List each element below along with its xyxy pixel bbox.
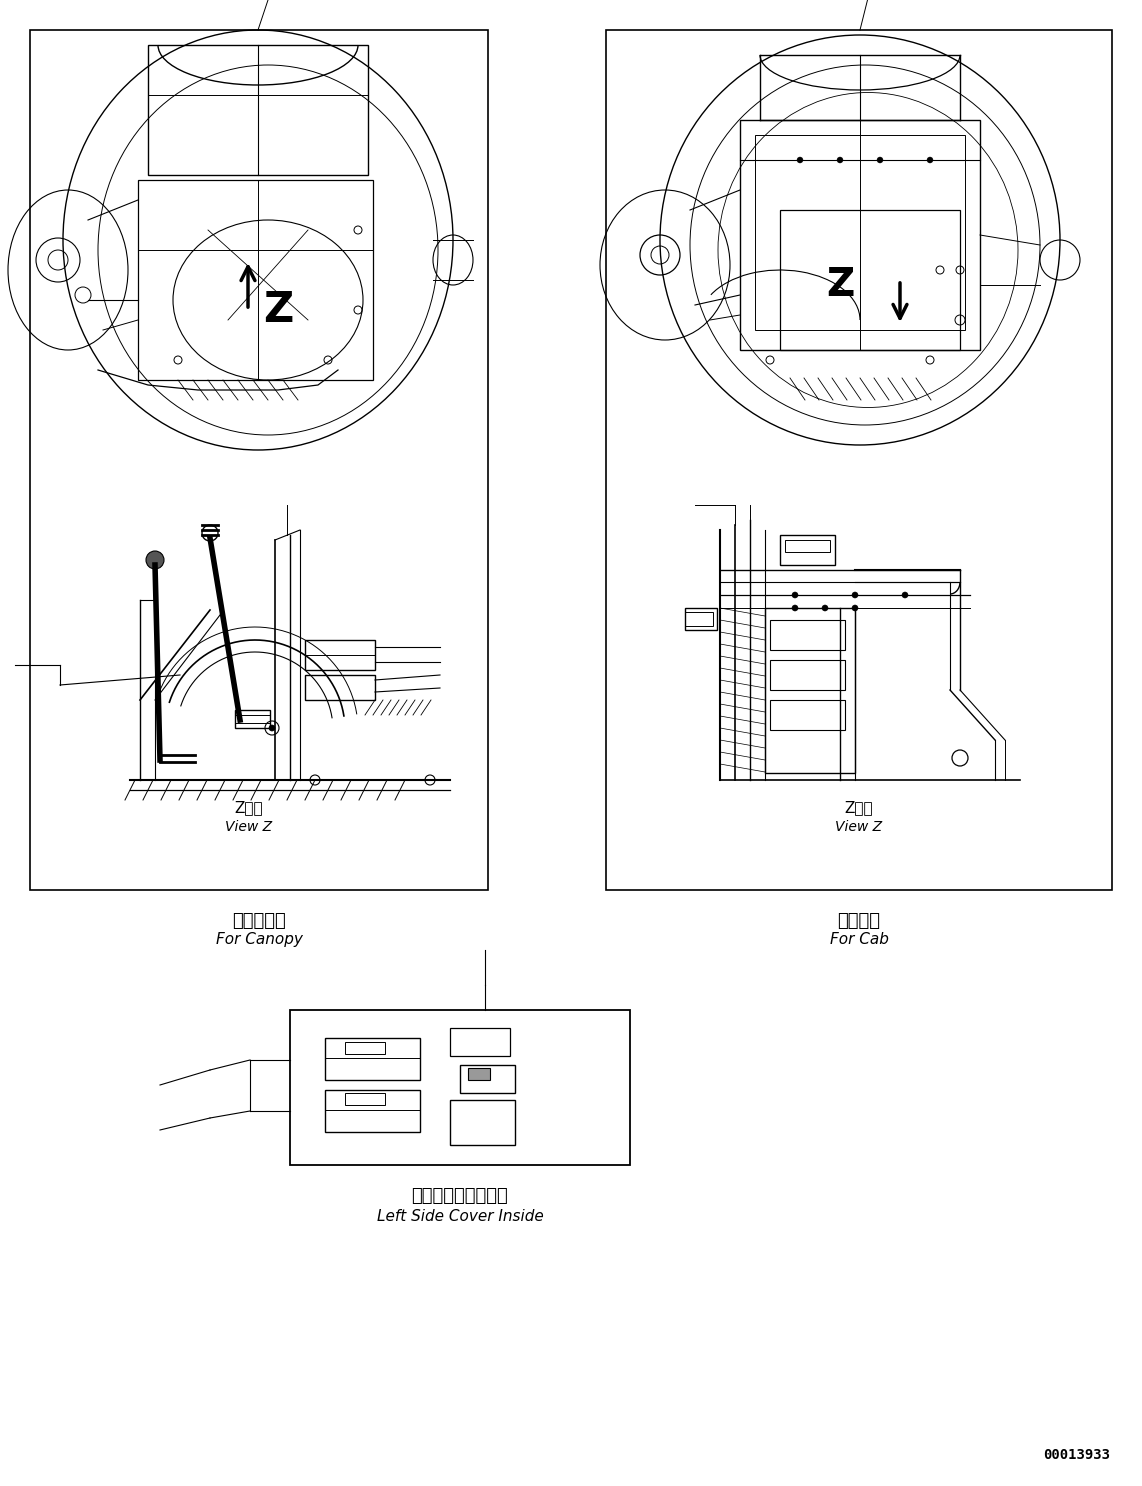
Circle shape	[797, 158, 803, 163]
Text: Z: Z	[826, 266, 854, 305]
Bar	[460, 1065, 515, 1094]
Bar	[235, 715, 270, 724]
Bar	[770, 700, 845, 730]
Circle shape	[270, 725, 275, 731]
Bar	[30, 30, 488, 890]
Bar	[770, 660, 845, 690]
Bar	[785, 539, 830, 551]
Bar	[325, 1091, 420, 1132]
Bar	[345, 1094, 385, 1106]
Text: 左サイドカバー内側: 左サイドカバー内側	[411, 1187, 508, 1205]
Bar	[235, 710, 270, 728]
Text: For Cab: For Cab	[829, 932, 888, 947]
Bar	[290, 1010, 630, 1165]
Bar	[305, 675, 375, 700]
Text: For Canopy: For Canopy	[216, 932, 303, 947]
Bar	[685, 608, 717, 630]
Text: View Z: View Z	[225, 820, 273, 834]
Text: キャブ用: キャブ用	[837, 912, 880, 930]
Circle shape	[877, 158, 883, 163]
Bar	[305, 640, 375, 670]
Circle shape	[146, 551, 164, 569]
Text: Z: Z	[263, 288, 293, 331]
Bar	[325, 1039, 420, 1080]
Bar	[765, 608, 855, 773]
Circle shape	[852, 605, 858, 611]
Circle shape	[822, 605, 828, 611]
Bar	[450, 1028, 510, 1057]
Bar	[755, 135, 965, 330]
Circle shape	[852, 591, 858, 597]
Text: キャノピ用: キャノピ用	[232, 912, 286, 930]
Circle shape	[927, 158, 933, 163]
Text: Left Side Cover Inside: Left Side Cover Inside	[377, 1210, 544, 1224]
Text: View Z: View Z	[836, 820, 883, 834]
Text: Z　視: Z 視	[845, 799, 874, 814]
Circle shape	[793, 591, 798, 597]
Bar	[780, 210, 960, 351]
Bar	[450, 1100, 515, 1146]
Bar	[148, 45, 368, 175]
Bar	[780, 535, 835, 565]
Bar	[138, 180, 373, 380]
Bar	[770, 620, 845, 649]
Circle shape	[793, 605, 798, 611]
Bar	[468, 1068, 490, 1080]
Text: 00013933: 00013933	[1043, 1447, 1110, 1462]
Bar	[740, 120, 980, 351]
Bar	[685, 612, 713, 626]
Text: Z　視: Z 視	[235, 799, 264, 814]
Circle shape	[837, 158, 843, 163]
Bar	[606, 30, 1112, 890]
Circle shape	[902, 591, 908, 597]
Bar	[345, 1042, 385, 1054]
